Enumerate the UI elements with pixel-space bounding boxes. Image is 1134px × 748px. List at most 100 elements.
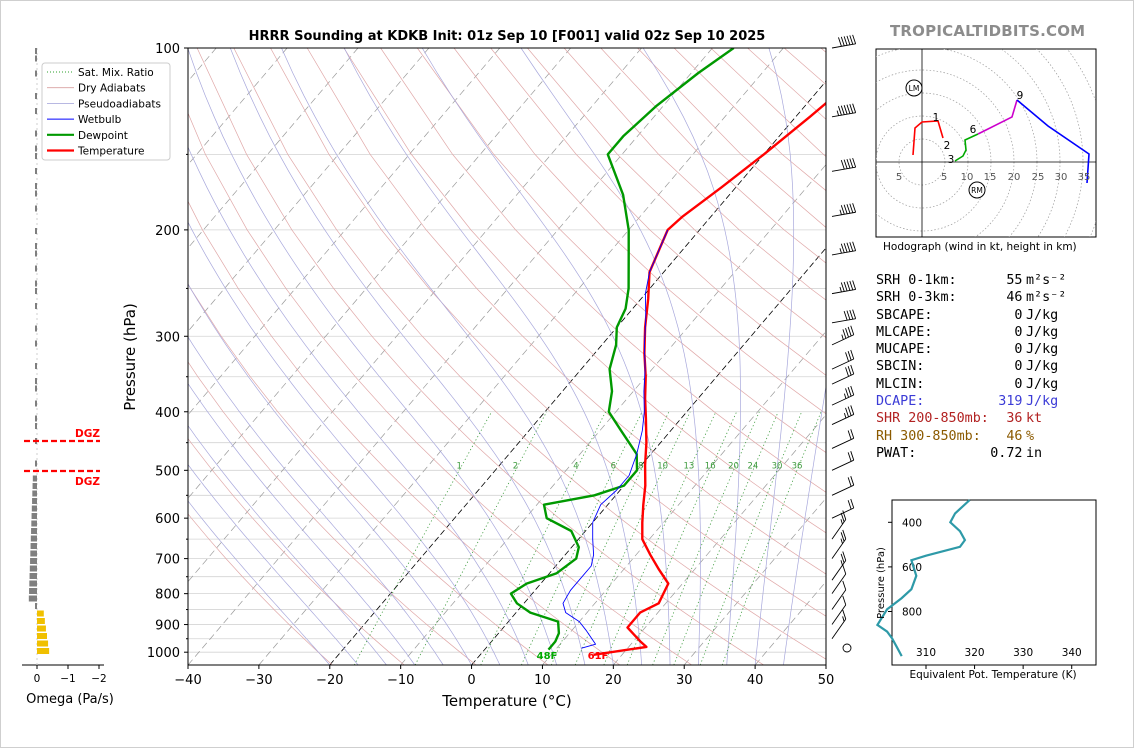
wind-barb [831,529,847,559]
stat-label: PWAT: [876,445,917,461]
dry-adiabat [527,48,826,339]
dry-adiabat [270,48,826,617]
omega-bar [35,93,37,99]
stat-row: MLCIN: 0 J/kg [876,376,1091,393]
hodo-ring-label: 5 [941,172,947,183]
wind-barb [831,203,857,217]
stat-label: RH 300-850mb: [876,428,981,444]
hodo-height-label: 2 [944,140,951,152]
dgz-bottom-label: DGZ [75,476,100,488]
stat-value: 0 [1014,342,1023,358]
omega-bar [29,565,37,572]
omega-bar [28,595,37,602]
theta-e-y-label: Pressure (hPa) [876,547,887,619]
isotherm [258,48,784,665]
dry-adiabat [188,361,477,665]
wind-barb [831,280,857,295]
hodograph-caption: Hodograph (wind in kt, height in km) [883,241,1077,253]
wind-barb [831,564,847,594]
pseudoadiabat [188,221,501,665]
hodo-storm-motion-marker [905,79,923,97]
mixing-ratio-line [721,411,822,665]
stat-row: SBCIN: 0 J/kg [876,358,1091,375]
x-tick-label: −30 [245,673,272,688]
dry-adiabat [196,48,764,665]
wind-barb [831,580,847,610]
stat-label: SHR 200-850mb: [876,411,989,427]
y-tick-label: 100 [155,42,180,57]
dewpoint-line [509,48,735,651]
hodo-ring-label: 5 [896,172,902,183]
omega-bar [35,183,37,189]
wind-barbs [831,34,857,639]
pseudoadiabat [421,48,671,665]
legend-label: Wetbulb [78,114,122,126]
chart-title: HRRR Sounding at KDKB Init: 01z Sep 10 [… [249,29,766,44]
mixing-ratio-label: 6 [611,461,616,471]
omega-bar [35,378,37,384]
isotherm [188,48,501,416]
legend: Sat. Mix. Ratio Dry Adiabats Pseudoadiabat… [41,62,171,161]
legend-label: Pseudoadiabats [78,98,161,110]
x-tick-label: 50 [818,673,835,688]
y-tick-label: 1000 [147,646,180,661]
omega-bar [35,153,37,159]
legend-label: Temperature [77,146,145,158]
legend-label: Sat. Mix. Ratio [78,67,154,79]
stat-label: MLCIN: [876,376,925,392]
hodo-trace [954,133,979,162]
omega-tick-label: −1 [60,673,75,685]
wind-barb [831,349,855,370]
y-tick-label: 300 [155,330,180,345]
hodograph: 5 5 10 15 20 25 30 35 1 2 3 6 9 LM RM [875,48,1097,238]
wind-barb [831,309,857,324]
pseudoadiabat [281,48,614,665]
dry-adiabat [490,48,826,376]
omega-bar [37,648,50,654]
stat-unit: J/kg [1026,394,1059,410]
hodo-trace [1016,99,1090,184]
legend-label: Dewpoint [78,130,128,142]
stat-label: SBCAPE: [876,307,933,323]
dry-adiabat [563,48,826,301]
mixing-ratio-label: 13 [684,461,695,471]
omega-bar [35,423,37,429]
omega-bar [35,55,37,62]
stat-value: 0 [1014,376,1023,392]
mixing-ratio-label: 20 [728,461,739,471]
omega-bar [31,513,37,519]
mixing-ratio-label: 1 [456,461,461,471]
omega-bar [35,288,37,294]
omega-bar [35,205,37,212]
omega-bar [35,415,37,422]
omega-bar [35,325,37,332]
theta-e-chart: 310 320 330 340 400 600 800 Equivalent Pot. Te… [875,499,1097,681]
stat-unit: J/kg [1026,342,1059,358]
dry-adiabat [380,48,826,493]
isotherm [188,48,571,499]
x-axis-label: Temperature (°C) [441,692,571,710]
theta-e-x-tick-label: 320 [965,647,985,659]
x-tick-label: 30 [676,673,693,688]
pseudoadiabat [783,384,826,665]
stat-value: 0.72 [990,445,1023,461]
wind-barb [831,476,855,496]
mixing-ratio-label: 16 [705,461,716,471]
x-tick-label: −40 [174,673,201,688]
dry-adiabat [188,200,621,665]
omega-bar [35,363,37,369]
stat-label: SBCIN: [876,359,925,375]
wind-barb [831,34,857,49]
temperature-line [593,101,826,656]
y-tick-label: 400 [155,406,180,421]
stat-row: DCAPE: 319 J/kg [876,393,1091,410]
y-tick-label: 500 [155,464,180,479]
theta-e-x-label: Equivalent Pot. Temperature (K) [909,669,1076,681]
omega-bar [30,535,37,542]
stat-row: SBCAPE: 0 J/kg [876,307,1091,324]
y-tick-label: 700 [155,553,180,568]
stat-label: SRH 0-1km: [876,273,957,288]
stat-unit: m²s⁻² [1026,290,1067,306]
theta-e-y-tick-label: 800 [902,606,922,618]
wind-barb [831,103,857,118]
